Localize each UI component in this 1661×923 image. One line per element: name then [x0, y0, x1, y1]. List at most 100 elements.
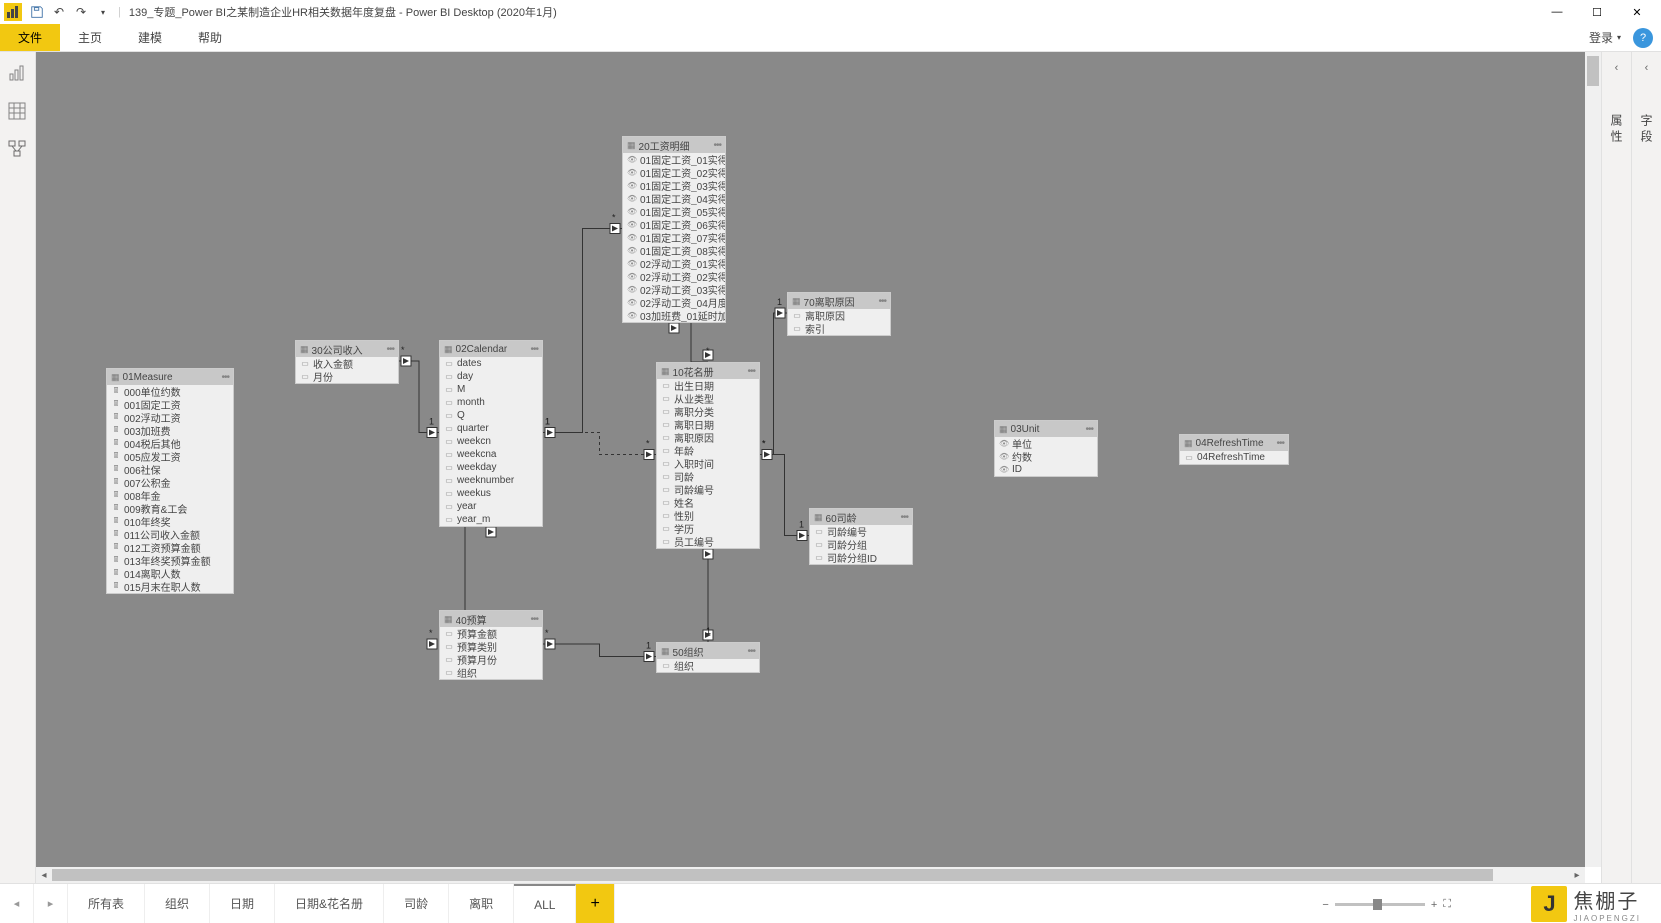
field-row[interactable]: ▭司龄分组: [810, 538, 912, 551]
field-row[interactable]: ▭weekcn: [440, 435, 542, 448]
more-icon[interactable]: •••: [221, 372, 229, 383]
table-t20[interactable]: ▦20工资明细•••👁01固定工资_01实得岗位…👁01固定工资_02实得职级……: [622, 136, 726, 323]
field-row[interactable]: ▭司龄编号: [810, 525, 912, 538]
more-icon[interactable]: •••: [747, 646, 755, 657]
page-tab[interactable]: 所有表: [68, 884, 145, 923]
more-icon[interactable]: •••: [530, 344, 538, 355]
table-header[interactable]: ▦20工资明细•••: [623, 137, 725, 153]
field-row[interactable]: ▭04RefreshTime: [1180, 451, 1288, 464]
data-view-icon[interactable]: [8, 102, 28, 122]
field-row[interactable]: 👁01固定工资_07实得外派…: [623, 231, 725, 244]
field-row[interactable]: ▭Q: [440, 409, 542, 422]
field-row[interactable]: 🖩015月末在职人数: [107, 580, 233, 593]
field-row[interactable]: ▭预算金额: [440, 627, 542, 640]
field-row[interactable]: 🖩010年终奖: [107, 515, 233, 528]
horizontal-scrollbar[interactable]: ◂▸: [36, 867, 1585, 883]
add-page-tab[interactable]: +: [576, 884, 614, 923]
minimize-button[interactable]: —: [1537, 0, 1577, 24]
page-tab[interactable]: 日期: [210, 884, 275, 923]
table-header[interactable]: ▦30公司收入•••: [296, 341, 398, 357]
ribbon-tab-model[interactable]: 建模: [120, 24, 180, 51]
field-row[interactable]: ▭月份: [296, 370, 398, 383]
page-tab[interactable]: ALL: [514, 884, 576, 923]
more-icon[interactable]: •••: [900, 512, 908, 523]
field-row[interactable]: 👁01固定工资_01实得岗位…: [623, 153, 725, 166]
login-link[interactable]: 登录▾: [1581, 24, 1629, 51]
field-row[interactable]: ▭司龄分组ID: [810, 551, 912, 564]
field-row[interactable]: ▭入职时间: [657, 457, 759, 470]
close-button[interactable]: ✕: [1617, 0, 1657, 24]
field-row[interactable]: 👁01固定工资_05实得特殊…: [623, 205, 725, 218]
table-header[interactable]: ▦40预算•••: [440, 611, 542, 627]
field-row[interactable]: ▭性别: [657, 509, 759, 522]
field-row[interactable]: ▭预算类别: [440, 640, 542, 653]
field-row[interactable]: ▭离职原因: [657, 431, 759, 444]
properties-pane[interactable]: ‹ 属性: [1601, 52, 1631, 883]
field-row[interactable]: 👁01固定工资_02实得职级…: [623, 166, 725, 179]
field-row[interactable]: 👁01固定工资_06实得特殊…: [623, 218, 725, 231]
table-t40[interactable]: ▦40预算•••▭预算金额▭预算类别▭预算月份▭组织: [439, 610, 543, 680]
field-row[interactable]: 👁02浮动工资_02实得特别…: [623, 270, 725, 283]
field-row[interactable]: ▭员工编号: [657, 535, 759, 548]
more-icon[interactable]: •••: [1276, 438, 1284, 449]
help-icon[interactable]: ?: [1633, 28, 1653, 48]
chevron-left-icon[interactable]: ‹: [1615, 62, 1619, 74]
table-t10[interactable]: ▦10花名册•••▭出生日期▭从业类型▭离职分类▭离职日期▭离职原因▭年龄▭入职…: [656, 362, 760, 549]
field-row[interactable]: 🖩012工资预算金额: [107, 541, 233, 554]
ribbon-tab-help[interactable]: 帮助: [180, 24, 240, 51]
field-row[interactable]: 🖩006社保: [107, 463, 233, 476]
field-row[interactable]: 🖩005应发工资: [107, 450, 233, 463]
more-icon[interactable]: •••: [713, 140, 721, 151]
ribbon-tab-home[interactable]: 主页: [60, 24, 120, 51]
vertical-scrollbar[interactable]: [1585, 52, 1601, 867]
zoom-in-icon[interactable]: +: [1431, 899, 1437, 911]
table-t70[interactable]: ▦70离职原因•••▭离职原因▭索引: [787, 292, 891, 336]
table-header[interactable]: ▦03Unit•••: [995, 421, 1097, 437]
model-view-icon[interactable]: [8, 140, 28, 160]
field-row[interactable]: ▭司龄编号: [657, 483, 759, 496]
table-header[interactable]: ▦60司龄•••: [810, 509, 912, 525]
tab-nav-prev[interactable]: ◂: [0, 884, 34, 923]
tab-nav-next[interactable]: ▸: [34, 884, 68, 923]
field-row[interactable]: ▭组织: [440, 666, 542, 679]
field-row[interactable]: ▭year: [440, 500, 542, 513]
table-header[interactable]: ▦10花名册•••: [657, 363, 759, 379]
field-row[interactable]: ▭dates: [440, 357, 542, 370]
field-row[interactable]: 🖩002浮动工资: [107, 411, 233, 424]
fit-to-page-icon[interactable]: ⛶: [1443, 898, 1451, 911]
table-t03[interactable]: ▦03Unit•••👁单位👁约数👁ID: [994, 420, 1098, 477]
table-header[interactable]: ▦70离职原因•••: [788, 293, 890, 309]
field-row[interactable]: ▭年龄: [657, 444, 759, 457]
field-row[interactable]: ▭离职日期: [657, 418, 759, 431]
field-row[interactable]: ▭weekus: [440, 487, 542, 500]
field-row[interactable]: 👁单位: [995, 437, 1097, 450]
field-row[interactable]: ▭学历: [657, 522, 759, 535]
table-header[interactable]: ▦01Measure•••: [107, 369, 233, 385]
field-row[interactable]: ▭收入金额: [296, 357, 398, 370]
field-row[interactable]: 👁约数: [995, 450, 1097, 463]
undo-icon[interactable]: ↶: [48, 1, 70, 23]
field-row[interactable]: 👁01固定工资_04实得全勤…: [623, 192, 725, 205]
zoom-control[interactable]: − + ⛶: [1322, 898, 1451, 911]
field-row[interactable]: 🖩000单位约数: [107, 385, 233, 398]
table-header[interactable]: ▦02Calendar•••: [440, 341, 542, 357]
field-row[interactable]: ▭姓名: [657, 496, 759, 509]
field-row[interactable]: 👁ID: [995, 463, 1097, 476]
field-row[interactable]: 🖩003加班费: [107, 424, 233, 437]
save-icon[interactable]: [26, 1, 48, 23]
field-row[interactable]: 🖩004税后其他: [107, 437, 233, 450]
maximize-button[interactable]: ☐: [1577, 0, 1617, 24]
page-tab[interactable]: 离职: [449, 884, 514, 923]
field-row[interactable]: ▭month: [440, 396, 542, 409]
table-header[interactable]: ▦50组织•••: [657, 643, 759, 659]
field-row[interactable]: ▭year_m: [440, 513, 542, 526]
field-row[interactable]: 👁03加班费_01延时加班费: [623, 309, 725, 322]
fields-pane[interactable]: ‹ 字段: [1631, 52, 1661, 883]
table-t01[interactable]: ▦01Measure•••🖩000单位约数🖩001固定工资🖩002浮动工资🖩00…: [106, 368, 234, 594]
field-row[interactable]: 🖩013年终奖预算金额: [107, 554, 233, 567]
more-icon[interactable]: •••: [386, 344, 394, 355]
field-row[interactable]: ▭离职分类: [657, 405, 759, 418]
report-view-icon[interactable]: [8, 64, 28, 84]
table-t02[interactable]: ▦02Calendar•••▭dates▭day▭M▭month▭Q▭quart…: [439, 340, 543, 527]
field-row[interactable]: ▭weekcna: [440, 448, 542, 461]
